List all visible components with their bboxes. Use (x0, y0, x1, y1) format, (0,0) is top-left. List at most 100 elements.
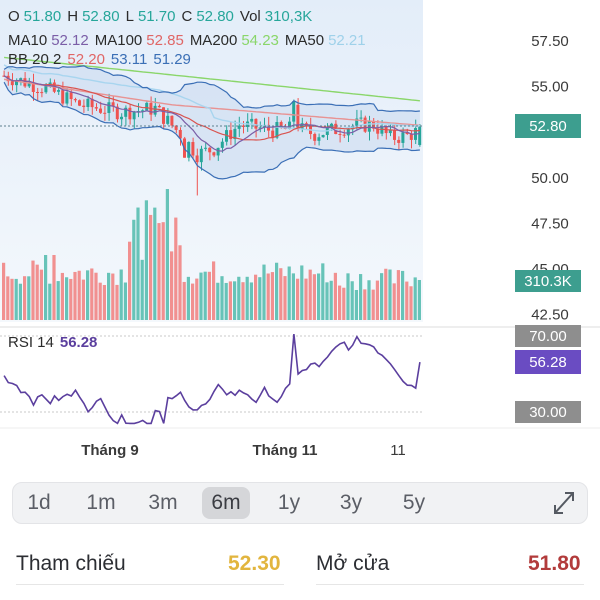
volume-bar-43 (182, 281, 186, 320)
tab-3m[interactable]: 3m (148, 491, 178, 514)
volume-bar-91 (384, 268, 388, 320)
candle-body-17 (73, 99, 77, 101)
price-tick-3: 50.00 (531, 170, 569, 187)
candle-body-54 (229, 130, 233, 140)
svg-text:310.3K: 310.3K (524, 273, 572, 290)
x-label-sep: Tháng 9 (81, 442, 139, 459)
volume-bar-46 (195, 278, 199, 320)
bb-label: BB 20 2 (8, 51, 61, 68)
candle-body-57 (241, 125, 245, 127)
ma-value-ma100: 52.85 (146, 32, 184, 49)
ohlc-label-l: L (126, 8, 134, 25)
tab-5y[interactable]: 5y (402, 491, 426, 514)
volume-bar-24 (102, 284, 106, 320)
volume-bar-60 (254, 274, 258, 320)
volume-bar-65 (275, 262, 279, 320)
tab-1y[interactable]: 1y (277, 491, 301, 514)
ohlc-value-vol: 310,3K (265, 8, 313, 25)
volume-bar-37 (157, 223, 161, 320)
candle-body-93 (393, 130, 396, 140)
ohlc-readout: O 51.80 H 52.80 L 51.70 C 52.80 Vol 310,3K (8, 8, 312, 25)
rsi-label: RSI 14 56.28 (8, 334, 97, 351)
volume-bar-52 (220, 276, 224, 320)
ohlc-value-h: 52.80 (82, 8, 120, 25)
x-label-nov: Tháng 11 (252, 442, 317, 459)
volume-bar-6 (27, 276, 31, 320)
candle-body-78 (330, 123, 333, 128)
candle-body-90 (380, 126, 384, 134)
volume-bar-57 (241, 282, 245, 320)
rsi-upper-badge: 70.00 (515, 325, 581, 347)
volume-bar-71 (300, 265, 304, 320)
candle-body-61 (258, 127, 262, 129)
candle-body-8 (36, 91, 39, 93)
ma-label-ma10: MA10 (8, 32, 47, 49)
candle-body-38 (162, 107, 165, 124)
candle-body-7 (31, 82, 35, 92)
candle-body-44 (187, 142, 191, 158)
candle-body-45 (191, 142, 195, 156)
tab-6m[interactable]: 6m (202, 487, 250, 519)
volume-bar-97 (409, 286, 413, 320)
price-tick-6: 42.50 (531, 307, 569, 324)
volume-bar-38 (161, 222, 165, 320)
ma200-line (4, 56, 420, 102)
reference-price-value: 52.30 (228, 552, 281, 575)
rsi-lower-badge: 30.00 (515, 401, 581, 423)
candle-body-23 (99, 108, 102, 113)
bollinger-band-fill (4, 65, 420, 179)
volume-bar-89 (375, 280, 379, 320)
volume-bar-3 (14, 278, 18, 320)
tab-1m[interactable]: 1m (86, 491, 116, 514)
candle-body-46 (195, 155, 199, 163)
bollinger-mid-line (3, 75, 420, 141)
ma-value-ma50: 52.21 (328, 32, 366, 49)
bollinger-upper-line (3, 65, 420, 113)
candle-body-42 (178, 129, 182, 139)
volume-bar-80 (338, 285, 342, 320)
candle-body-94 (397, 139, 401, 143)
candle-body-82 (346, 129, 350, 136)
volume-bar-92 (388, 269, 392, 320)
volume-bar-61 (258, 277, 262, 320)
ma10-line (3, 75, 420, 152)
volume-bar-8 (35, 264, 39, 320)
candle-body-34 (145, 102, 149, 111)
volume-bar-36 (153, 207, 157, 320)
candle-body-41 (174, 125, 178, 130)
volume-bar-28 (119, 269, 123, 320)
candle-body-55 (233, 128, 237, 140)
candle-body-92 (388, 130, 392, 134)
candle-body-84 (355, 118, 359, 126)
price-tick-1: 55.00 (531, 79, 569, 96)
volume-bar-99 (417, 280, 421, 320)
tab-1d[interactable]: 1d (27, 491, 51, 514)
ohlc-value-c: 52.80 (196, 8, 234, 25)
volume-bar-12 (52, 255, 56, 320)
volume-bar-17 (73, 271, 77, 320)
tab-3y[interactable]: 3y (339, 491, 363, 514)
volume-bar-62 (262, 264, 266, 320)
volume-bar-16 (69, 278, 73, 320)
candle-body-65 (275, 122, 279, 138)
candle-body-48 (204, 147, 207, 149)
candle-body-29 (124, 107, 128, 117)
candle-body-51 (216, 147, 220, 156)
volume-bar-58 (245, 276, 249, 320)
volume-bar-21 (90, 268, 94, 320)
volume-bar-78 (329, 280, 333, 320)
expand-icon[interactable] (550, 488, 578, 518)
volume-bar-34 (144, 200, 148, 320)
candle-body-9 (40, 92, 44, 94)
candle-body-39 (166, 115, 170, 124)
volume-bar-56 (237, 276, 241, 320)
volume-bar-40 (170, 251, 174, 320)
candle-body-95 (401, 132, 405, 143)
bb-value-0: 52.20 (67, 51, 105, 68)
candle-body-3 (15, 80, 18, 86)
volume-bar-95 (401, 270, 405, 320)
candle-body-64 (271, 130, 275, 138)
stat-divider-left (16, 584, 284, 585)
candle-body-70 (296, 104, 300, 129)
